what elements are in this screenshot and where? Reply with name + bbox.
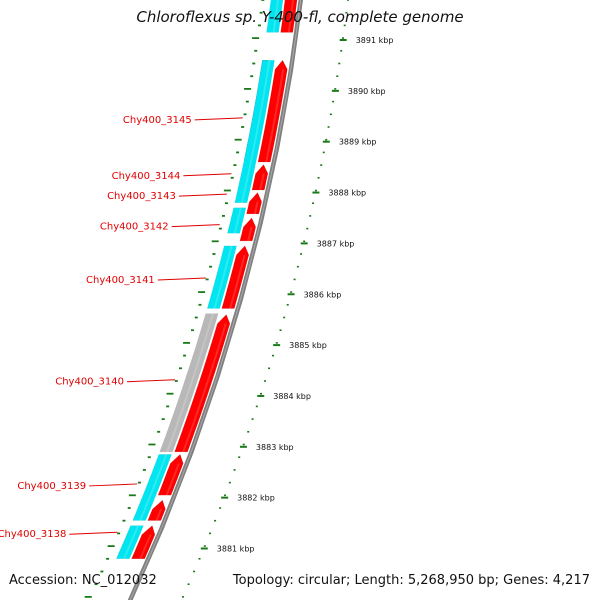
pseudogene-feature[interactable] (159, 313, 219, 453)
accession-text: Accession: NC_012032 (9, 573, 157, 588)
gene-label[interactable]: Chy400_3138 (0, 529, 66, 540)
gene-leader-line (89, 483, 138, 487)
scale-label: 3889 kbp (339, 138, 377, 147)
forward-cds-feature[interactable] (239, 217, 256, 242)
feature-shading (166, 313, 215, 452)
gene-label[interactable]: Chy400_3143 (107, 191, 176, 202)
scale-label: 3881 kbp (217, 545, 255, 554)
gene-leader-line (183, 173, 232, 177)
gene-leader-line (171, 224, 220, 228)
feature-shading (213, 245, 233, 309)
reverse-cds-feature[interactable] (206, 245, 237, 309)
forward-cds-feature[interactable] (147, 499, 166, 521)
feature-shading (240, 60, 271, 203)
reverse-cds-feature[interactable] (234, 60, 275, 203)
feature-shading (139, 534, 152, 559)
scale-label: 3887 kbp (317, 239, 355, 248)
feature-shading (247, 227, 253, 241)
feature-shading (155, 509, 163, 521)
forward-cds-feature[interactable] (221, 245, 250, 309)
reverse-cds-feature[interactable] (227, 207, 247, 234)
gene-label[interactable]: Chy400_3145 (123, 115, 192, 126)
gene-leader-line (126, 379, 176, 383)
feature-shading (229, 254, 246, 309)
feature-shading (122, 525, 140, 559)
feature-shading (233, 207, 242, 234)
scale-label: 3890 kbp (348, 87, 386, 96)
scale-label: 3883 kbp (256, 443, 294, 452)
forward-cds-feature[interactable] (131, 525, 156, 559)
forward-cds-feature[interactable] (251, 164, 269, 191)
feature-shading (259, 173, 265, 190)
reverse-cds-feature[interactable] (132, 454, 172, 521)
gene-leader-line (194, 117, 243, 121)
reverse-cds-feature[interactable] (266, 0, 284, 33)
forward-cds-feature[interactable] (246, 192, 262, 215)
gene-label[interactable]: Chy400_3140 (55, 377, 124, 388)
feature-shading (272, 0, 279, 33)
feature-shading (265, 69, 285, 162)
feature-shading (287, 0, 295, 33)
gene-label[interactable]: Chy400_3142 (100, 222, 169, 233)
gene-label[interactable]: Chy400_3139 (17, 481, 86, 492)
forward-cds-feature[interactable] (257, 59, 288, 163)
forward-cds-feature[interactable] (174, 314, 231, 453)
feature-shading (253, 201, 259, 214)
feature-shading (139, 454, 168, 521)
scale-label: 3886 kbp (304, 290, 342, 299)
feature-shading (165, 463, 180, 496)
gene-leader-line (69, 531, 118, 535)
scale-label: 3888 kbp (328, 189, 366, 198)
forward-cds-feature[interactable] (280, 0, 298, 33)
scale-label: 3884 kbp (273, 392, 311, 401)
forward-cds-feature[interactable] (157, 453, 184, 496)
scale-label: 3885 kbp (289, 341, 327, 350)
gene-leader-line (157, 277, 206, 281)
reverse-cds-feature[interactable] (115, 525, 144, 559)
genome-title: Chloroflexus sp. Y-400-fl, complete geno… (136, 8, 464, 26)
gene-leader-line (178, 193, 227, 197)
scale-label: 3882 kbp (237, 494, 275, 503)
backbone-highlight (129, 0, 302, 600)
gene-label[interactable]: Chy400_3141 (86, 275, 155, 286)
topology-text: Topology: circular; Length: 5,268,950 bp… (232, 573, 590, 588)
scale-label: 3891 kbp (356, 36, 394, 45)
gene-label[interactable]: Chy400_3144 (112, 171, 181, 182)
feature-shading (182, 323, 227, 452)
